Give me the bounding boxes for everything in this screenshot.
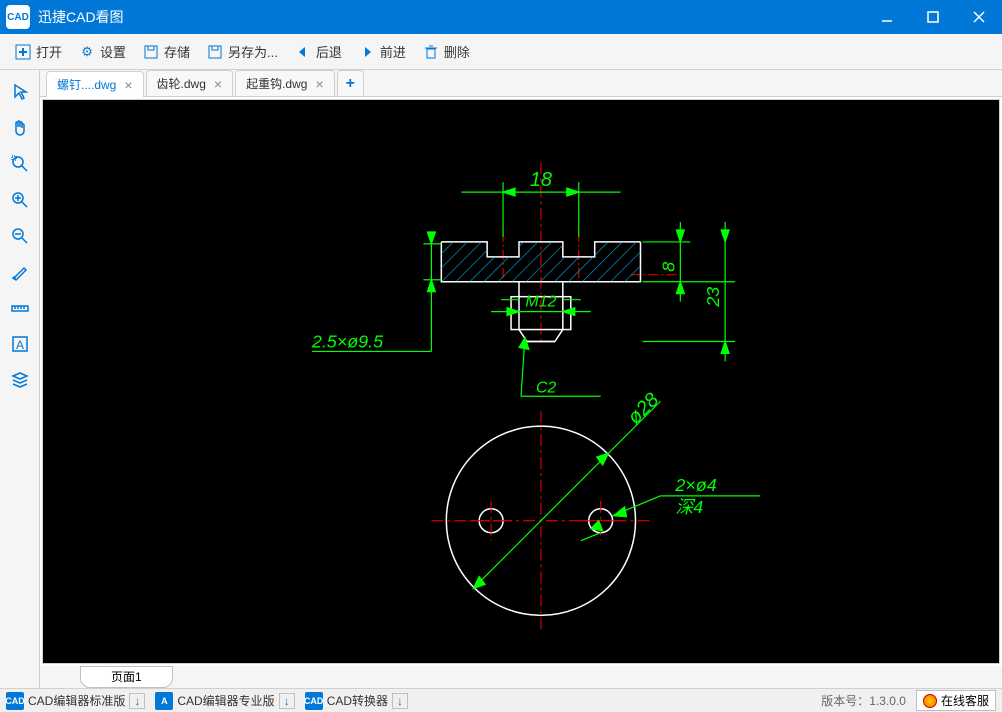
note-holes: 2×ø4 [674,475,716,495]
back-icon [294,43,312,61]
tab-0[interactable]: 螺钉....dwg × [46,71,144,97]
note-depth: 深4 [675,497,703,517]
product-link-1[interactable]: ACAD编辑器专业版 ↓ [155,692,294,710]
online-service-button[interactable]: 在线客服 [916,690,996,711]
zoom-window-tool[interactable] [4,148,36,180]
close-button[interactable] [956,0,1002,34]
text-tool[interactable]: A [4,328,36,360]
tab-1-close[interactable]: × [214,76,222,92]
page-tab-1[interactable]: 页面1 [80,666,173,688]
saveas-label: 另存为... [228,42,278,61]
cad-drawing: 18 8 23 [43,100,999,663]
status-bar: CADCAD编辑器标准版↓ ACAD编辑器专业版↓ CADCAD转换器↓ 版本号… [0,688,1002,712]
open-label: 打开 [36,42,62,61]
dim-23: 23 [703,287,723,308]
product-label-1: CAD编辑器专业版 [177,692,274,709]
minimize-button[interactable] [864,0,910,34]
layers-tool[interactable] [4,364,36,396]
product-label-0: CAD编辑器标准版 [28,692,125,709]
color-tool[interactable] [4,256,36,288]
drawing-canvas[interactable]: 18 8 23 [42,99,1000,664]
delete-button[interactable]: 删除 [416,38,476,65]
product-link-2[interactable]: CADCAD转换器↓ [305,692,408,710]
open-button[interactable]: 打开 [8,38,68,65]
settings-label: 设置 [100,42,126,61]
app-logo: CAD [6,5,30,29]
forward-button[interactable]: 前进 [352,38,412,65]
tool-sidebar: A [0,70,40,688]
product-label-2: CAD转换器 [327,692,388,709]
note-hole-spec: 2.5×ø9.5 [311,331,383,351]
settings-button[interactable]: ⚙设置 [72,38,132,65]
product-link-0[interactable]: CADCAD编辑器标准版↓ [6,692,145,710]
tab-0-label: 螺钉....dwg [57,76,116,93]
page-tabs: 页面1 [40,666,1002,688]
pan-tool[interactable] [4,112,36,144]
saveas-button[interactable]: 另存为... [200,38,284,65]
service-label: 在线客服 [941,692,989,709]
main-area: 螺钉....dwg × 齿轮.dwg × 起重钩.dwg × + [40,70,1002,688]
download-icon-0[interactable]: ↓ [129,693,145,709]
svg-text:A: A [15,338,23,352]
add-tab-button[interactable]: + [337,70,364,96]
zoom-out-tool[interactable] [4,220,36,252]
save-button[interactable]: 存储 [136,38,196,65]
document-tabs: 螺钉....dwg × 齿轮.dwg × 起重钩.dwg × + [40,70,1002,97]
dim-18: 18 [530,169,552,191]
tab-1-label: 齿轮.dwg [157,75,206,92]
tab-2-close[interactable]: × [315,76,323,92]
tab-2-label: 起重钩.dwg [246,75,307,92]
workspace: A 螺钉....dwg × 齿轮.dwg × 起重钩.dwg × + [0,70,1002,688]
download-icon-1[interactable]: ↓ [279,693,295,709]
product-icon-2: CAD [305,692,323,710]
version-label: 版本号：1.3.0.0 [821,692,906,709]
main-toolbar: 打开 ⚙设置 存储 另存为... 后退 前进 删除 [0,34,1002,70]
dim-8: 8 [658,262,678,272]
back-button[interactable]: 后退 [288,38,348,65]
tab-2[interactable]: 起重钩.dwg × [235,70,335,96]
forward-label: 前进 [380,42,406,61]
back-label: 后退 [316,42,342,61]
product-icon-1: A [155,692,173,710]
delete-label: 删除 [444,42,470,61]
app-title: 迅捷CAD看图 [38,7,864,27]
product-icon-0: CAD [6,692,24,710]
saveas-icon [206,43,224,61]
gear-icon: ⚙ [78,43,96,61]
measure-tool[interactable] [4,292,36,324]
tab-1[interactable]: 齿轮.dwg × [146,70,234,96]
forward-icon [358,43,376,61]
dim-m12: M12 [525,294,556,311]
trash-icon [422,43,440,61]
plus-icon [14,43,32,61]
save-label: 存储 [164,42,190,61]
maximize-button[interactable] [910,0,956,34]
tab-0-close[interactable]: × [124,77,132,93]
titlebar: CAD 迅捷CAD看图 [0,0,1002,34]
qq-icon [923,694,937,708]
download-icon-2[interactable]: ↓ [392,693,408,709]
zoom-in-tool[interactable] [4,184,36,216]
dim-dia28: ø28 [624,389,664,429]
select-tool[interactable] [4,76,36,108]
save-icon [142,43,160,61]
note-c2: C2 [536,379,556,396]
